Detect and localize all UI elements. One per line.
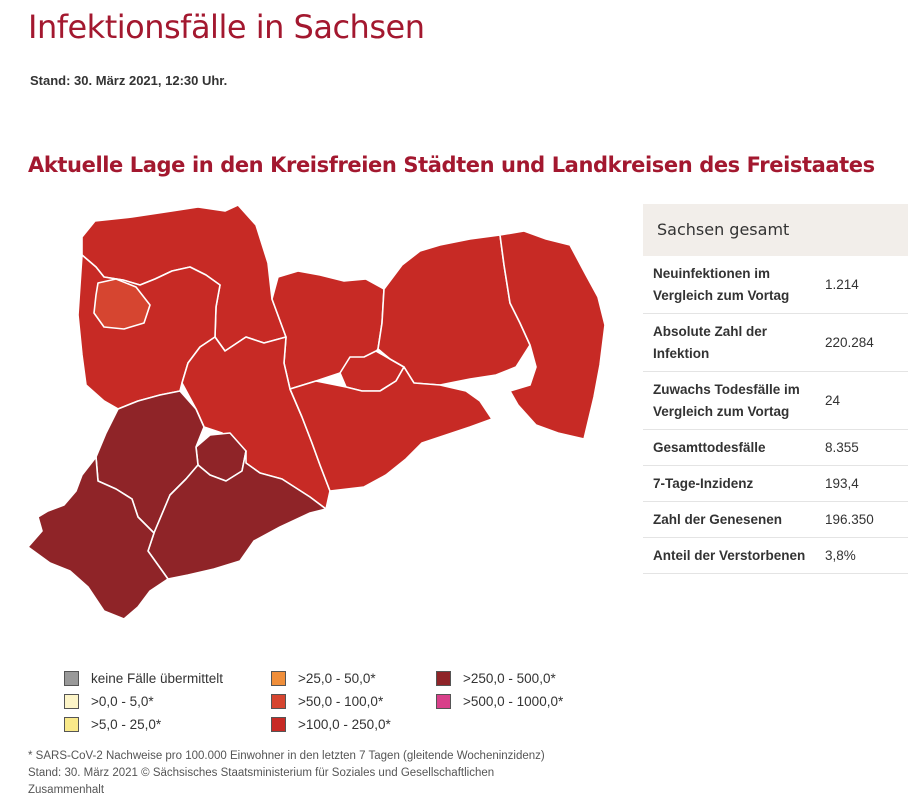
region-goerlitz[interactable] — [499, 230, 606, 440]
stats-label: 7-Tage-Inzidenz — [643, 465, 821, 502]
legend-label: >0,0 - 5,0* — [91, 694, 154, 709]
legend-item: >0,0 - 5,0* — [64, 693, 154, 711]
legend-label: keine Fälle übermittelt — [91, 671, 224, 686]
stats-row: Zuwachs Todesfälle im Vergleich zum Vort… — [643, 371, 908, 430]
legend-item: >50,0 - 100,0* — [271, 693, 383, 711]
stats-label: Neuinfektionen im Vergleich zum Vortag — [643, 256, 821, 314]
stats-row: 7-Tage-Inzidenz 193,4 — [643, 465, 908, 502]
stats-value: 24 — [821, 371, 908, 430]
legend-label: >250,0 - 500,0* — [463, 671, 556, 686]
stats-value: 1.214 — [821, 256, 908, 314]
legend-item: >250,0 - 500,0* — [436, 670, 556, 688]
stats-label: Zuwachs Todesfälle im Vergleich zum Vort… — [643, 371, 821, 430]
legend-item: >5,0 - 25,0* — [64, 716, 161, 734]
stats-label: Gesamttodesfälle — [643, 429, 821, 466]
stats-row: Neuinfektionen im Vergleich zum Vortag 1… — [643, 256, 908, 314]
stats-table: Neuinfektionen im Vergleich zum Vortag 1… — [643, 256, 908, 574]
footnote: * SARS-CoV-2 Nachweise pro 100.000 Einwo… — [28, 748, 608, 799]
stats-value: 8.355 — [821, 429, 908, 466]
stats-value: 196.350 — [821, 501, 908, 538]
stats-value: 220.284 — [821, 313, 908, 372]
legend-item: keine Fälle übermittelt — [64, 670, 223, 688]
stats-row: Anteil der Verstorbenen 3,8% — [643, 537, 908, 574]
legend-swatch — [271, 693, 286, 709]
stats-row: Absolute Zahl der Infektion 220.284 — [643, 313, 908, 372]
legend-swatch — [64, 693, 79, 709]
stats-value: 193,4 — [821, 465, 908, 502]
legend-item: >100,0 - 250,0* — [271, 716, 391, 734]
stats-label: Anteil der Verstorbenen — [643, 537, 821, 574]
stats-label: Zahl der Genesenen — [643, 501, 821, 538]
region-saechsische-schweiz[interactable] — [289, 366, 493, 492]
footnote-line: * SARS-CoV-2 Nachweise pro 100.000 Einwo… — [28, 750, 545, 762]
map-legend: keine Fälle übermittelt >0,0 - 5,0* >5,0… — [64, 666, 624, 736]
saxony-map-svg — [27, 204, 606, 620]
legend-label: >25,0 - 50,0* — [298, 671, 376, 686]
stats-label: Absolute Zahl der Infektion — [643, 313, 821, 372]
region-vogtland[interactable] — [27, 456, 169, 620]
region-leipzig-stadt[interactable] — [93, 278, 151, 330]
legend-swatch — [436, 693, 451, 709]
legend-label: >5,0 - 25,0* — [91, 717, 162, 732]
legend-swatch — [64, 670, 79, 686]
legend-label: >100,0 - 250,0* — [298, 717, 391, 732]
legend-swatch — [271, 716, 286, 732]
legend-item: >500,0 - 1000,0* — [436, 693, 563, 711]
legend-label: >50,0 - 100,0* — [298, 694, 384, 709]
stats-panel: Sachsen gesamt Neuinfektionen im Verglei… — [643, 204, 908, 574]
legend-swatch — [436, 670, 451, 686]
stats-row: Zahl der Genesenen 196.350 — [643, 501, 908, 538]
legend-swatch — [64, 716, 79, 732]
legend-swatch — [271, 670, 286, 686]
saxony-map — [20, 195, 620, 635]
update-timestamp: Stand: 30. März 2021, 12:30 Uhr. — [30, 73, 228, 88]
legend-item: >25,0 - 50,0* — [271, 670, 376, 688]
stats-row: Gesamttodesfälle 8.355 — [643, 429, 908, 466]
legend-label: >500,0 - 1000,0* — [463, 694, 564, 709]
stats-header: Sachsen gesamt — [643, 204, 908, 256]
footnote-line: Stand: 30. März 2021 © Sächsisches Staat… — [28, 767, 495, 779]
section-title: Aktuelle Lage in den Kreisfreien Städten… — [28, 153, 875, 177]
page-title: Infektionsfälle in Sachsen — [28, 8, 425, 46]
stats-value: 3,8% — [821, 537, 908, 574]
footnote-line: Zusammenhalt — [28, 784, 105, 796]
